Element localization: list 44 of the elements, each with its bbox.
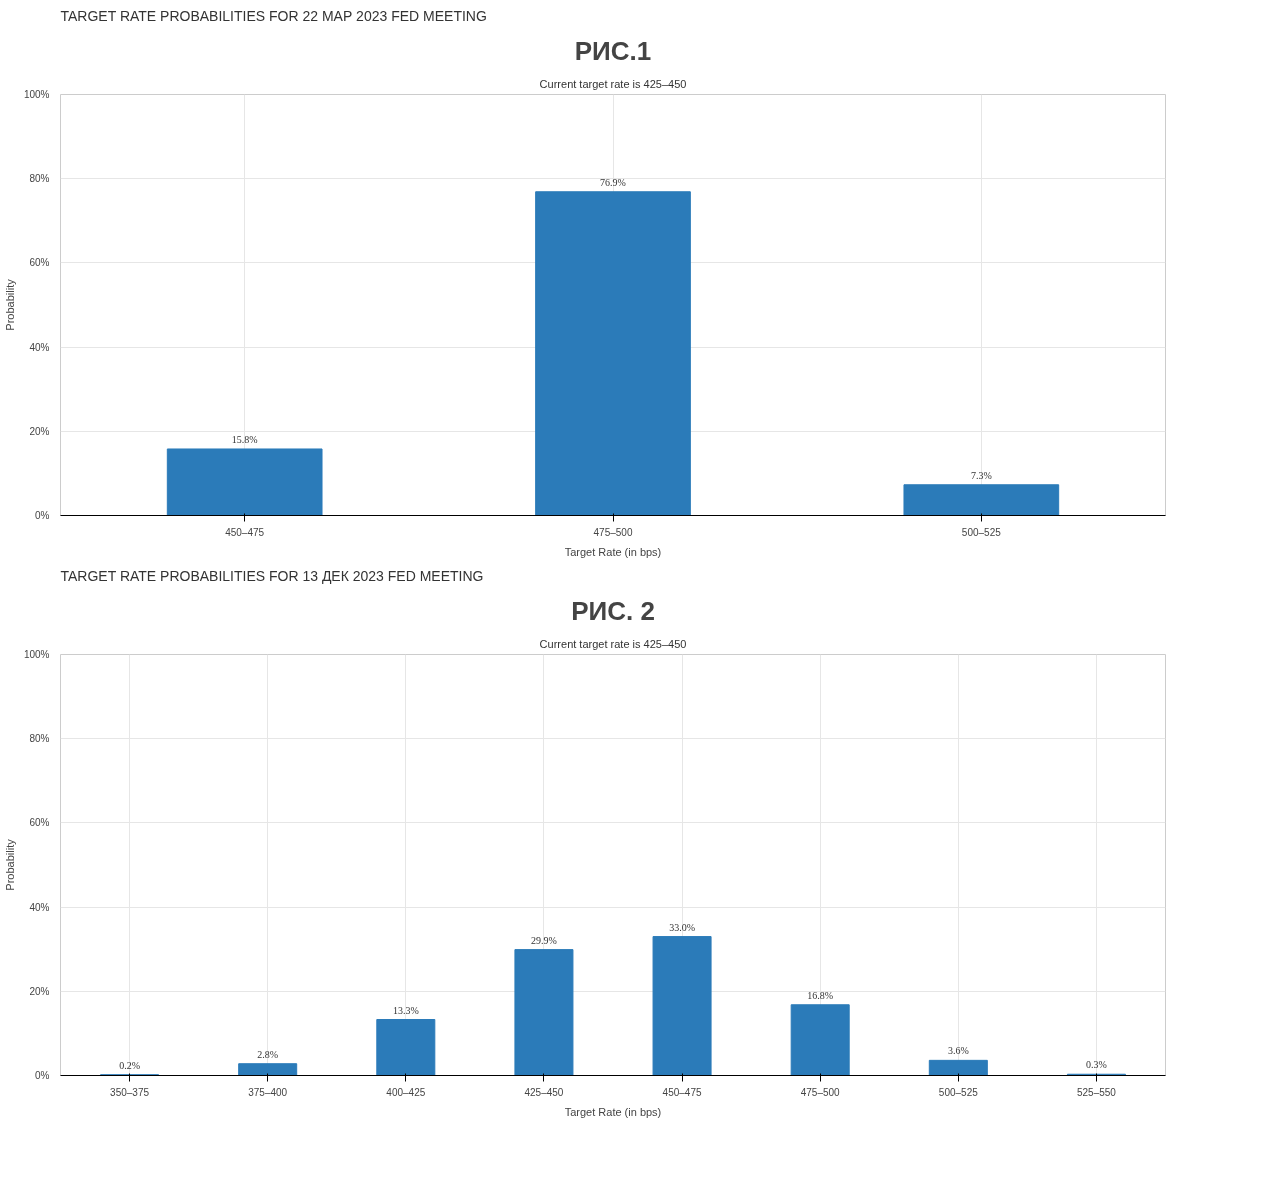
y-axis-title: Probability xyxy=(3,838,16,891)
x-tick-label: 500–525 xyxy=(938,1086,979,1098)
data-label: 76.9% xyxy=(600,176,626,188)
x-tick-label: 350–375 xyxy=(110,1086,150,1098)
x-axis-title: Target Rate (in bps) xyxy=(564,545,662,558)
y-tick-label: 60% xyxy=(29,817,50,829)
y-tick-label: 0% xyxy=(35,510,50,521)
x-tick-label: 400–425 xyxy=(386,1086,426,1098)
y-tick-label: 40% xyxy=(29,901,50,913)
chart-subtitle: TARGET RATE PROBABILITIES FOR 13 ДЕК 2023 FED MEETING xyxy=(60,567,484,584)
x-tick-label: 500–525 xyxy=(961,526,1002,538)
data-label: 13.3% xyxy=(392,1004,419,1016)
y-tick-label: 40% xyxy=(29,341,50,353)
y-axis-title: Probability xyxy=(3,278,16,331)
text: Current target rate is 425–450 xyxy=(539,637,687,650)
y-tick-label: 100% xyxy=(23,649,50,660)
x-tick-label: 475–500 xyxy=(593,526,633,538)
x-tick-label: 425–450 xyxy=(524,1086,564,1098)
y-tick-label: 0% xyxy=(35,1070,50,1081)
data-label: 15.8% xyxy=(231,433,258,445)
x-tick-label: 375–400 xyxy=(248,1086,288,1098)
data-label: 2.8% xyxy=(257,1048,279,1060)
chart-title: РИС. 2 xyxy=(571,595,655,626)
data-label: 29.9% xyxy=(531,934,557,946)
data-label: 0.2% xyxy=(119,1059,140,1071)
x-tick-label: 475–500 xyxy=(800,1086,841,1098)
x-tick-label: 525–550 xyxy=(1076,1086,1117,1098)
y-tick-label: 60% xyxy=(29,257,50,269)
chart-subtitle: TARGET RATE PROBABILITIES FOR 22 МАР 2023 FED MEETING xyxy=(60,7,487,24)
y-tick-label: 20% xyxy=(29,425,50,437)
y-tick-label: 20% xyxy=(29,985,50,997)
x-axis-title: Target Rate (in bps) xyxy=(564,1105,662,1118)
y-tick-label: 100% xyxy=(23,89,50,100)
data-label: 7.3% xyxy=(970,469,992,481)
data-label: 0.3% xyxy=(1086,1059,1107,1071)
y-tick-label: 80% xyxy=(29,733,50,745)
text: Current target rate is 425–450 xyxy=(539,77,687,90)
data-label: 16.8% xyxy=(807,989,834,1001)
x-tick-label: 450–475 xyxy=(662,1086,702,1098)
data-label: 33.0% xyxy=(669,921,695,933)
y-tick-label: 80% xyxy=(29,173,50,185)
chart-title: РИС.1 xyxy=(574,35,652,66)
data-label: 3.6% xyxy=(947,1045,969,1057)
x-tick-label: 450–475 xyxy=(225,526,265,538)
